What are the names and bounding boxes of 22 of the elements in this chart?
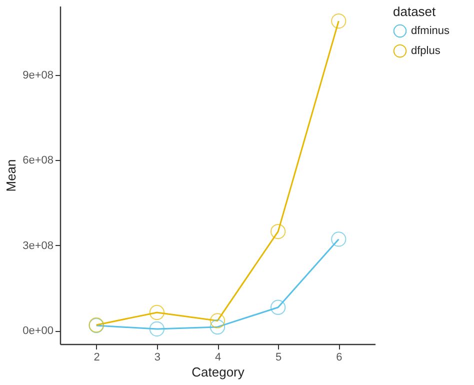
- legend-title: dataset: [393, 4, 436, 19]
- y-tick-label: 6e+08: [22, 154, 54, 167]
- x-tick-label: 2: [94, 352, 100, 364]
- point: [149, 321, 164, 337]
- point: [270, 224, 286, 240]
- point: [210, 319, 226, 335]
- point: [210, 313, 226, 328]
- x-tick-label: 5: [276, 352, 282, 364]
- point: [149, 304, 164, 320]
- point: [270, 300, 286, 315]
- legend-label: dfminus: [411, 25, 450, 37]
- y-tick-label: 0e+00: [22, 325, 54, 338]
- point: [331, 232, 346, 247]
- x-tick-label: 6: [336, 352, 342, 364]
- legend-label: dfplus: [411, 45, 441, 57]
- y-tick-label: 3e+08: [22, 240, 54, 252]
- y-axis-title: Mean: [4, 159, 19, 192]
- y-tick-label: 9e+08: [22, 70, 54, 82]
- x-tick-label: 4: [214, 352, 222, 364]
- point: [331, 13, 346, 29]
- x-tick-label: 3: [154, 352, 160, 364]
- x-axis-title: Category: [192, 364, 245, 380]
